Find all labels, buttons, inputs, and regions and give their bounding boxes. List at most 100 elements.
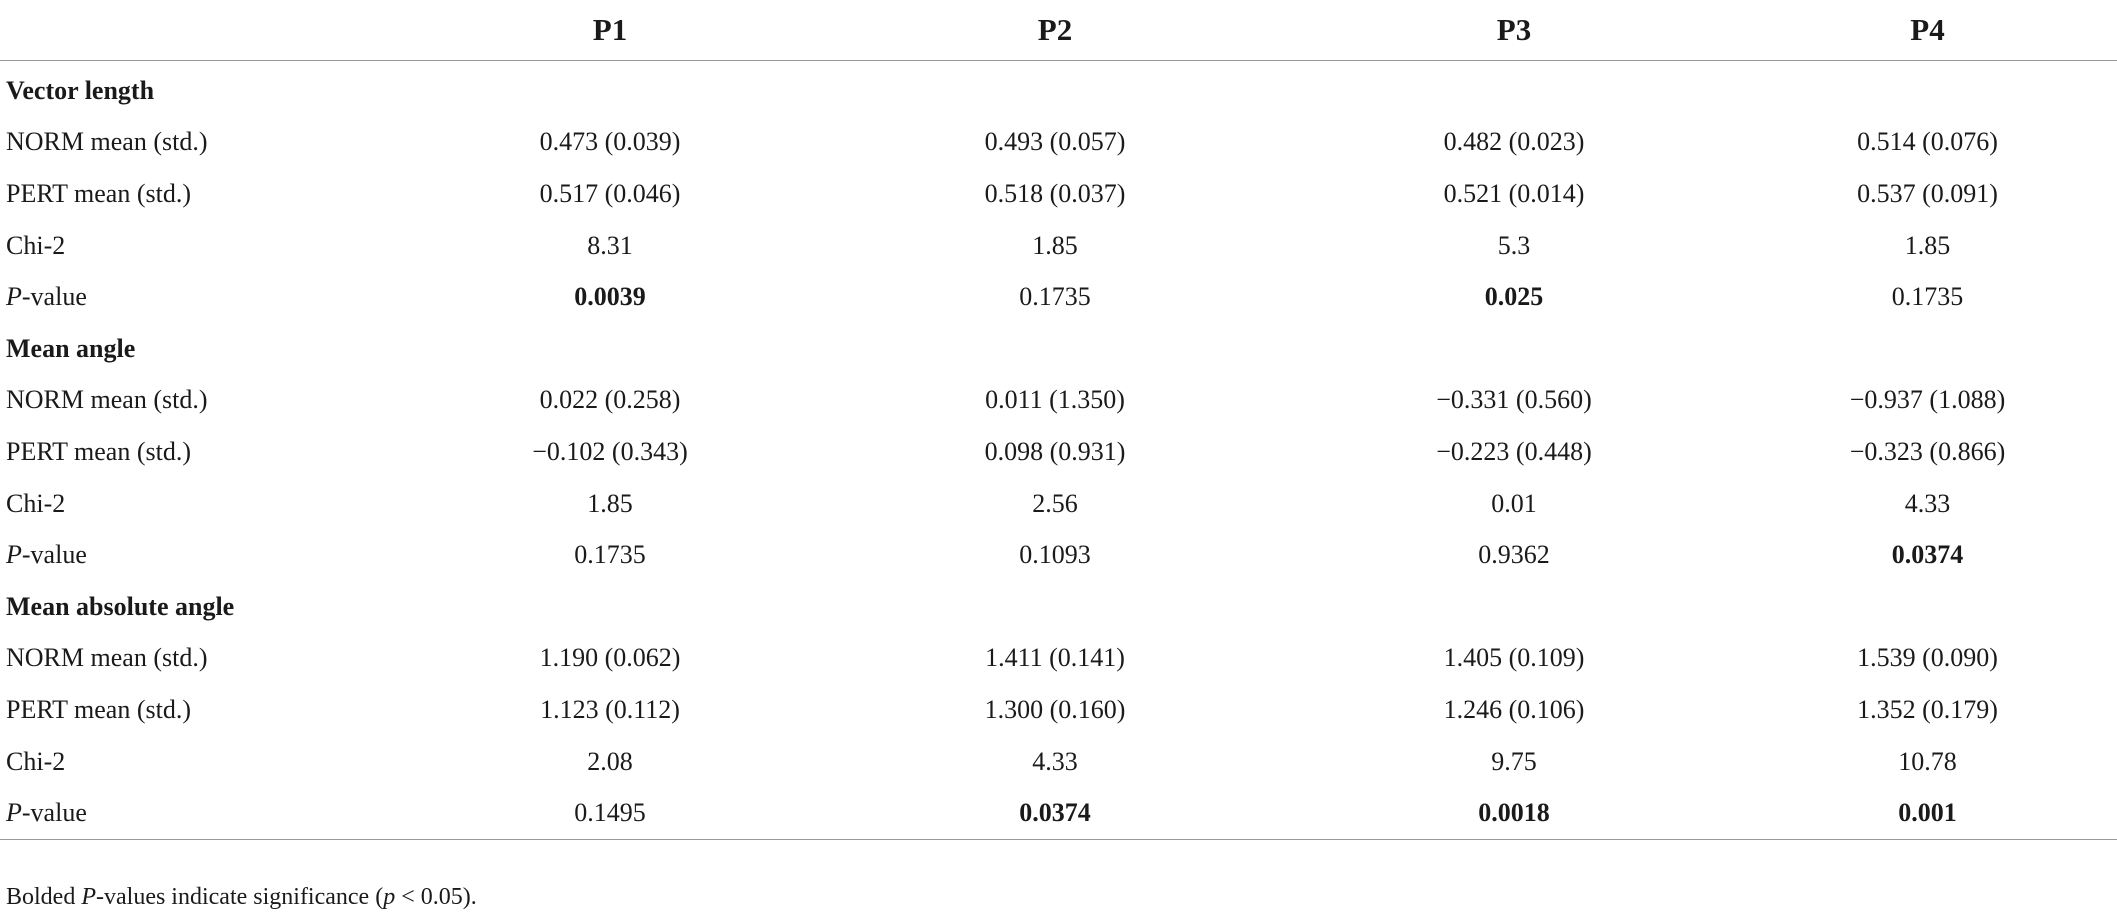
data-cell-p4: 0.537 (0.091) <box>1857 178 1998 208</box>
header-row: P1 P2 P3 P4 <box>0 0 2117 61</box>
data-cell-p4: 0.514 (0.076) <box>1857 127 1998 157</box>
row-label: PERT mean (std.) <box>0 426 400 478</box>
section-title: Vector length <box>6 75 155 105</box>
data-cell-p3: 1.405 (0.109) <box>1443 643 1585 673</box>
data-cell-p2: 0.098 (0.931) <box>984 436 1126 466</box>
row-label-text: PERT mean (std.) <box>6 436 191 466</box>
table-row: P-value 0.0039 0.1735 0.025 0.1735 <box>0 271 2117 323</box>
data-cell-p1: 0.1495 <box>400 787 820 841</box>
row-label-text: Chi-2 <box>6 746 66 776</box>
header-p3: P3 <box>1290 0 1738 61</box>
table-row: PERT mean (std.) −0.102 (0.343) 0.098 (0.9… <box>0 426 2117 478</box>
section-header-row: Mean angle <box>0 323 2117 375</box>
data-cell-p4: 0.0374 <box>1891 540 1964 570</box>
data-cell-p4: 1.352 (0.179) <box>1857 694 1998 724</box>
data-cell-p4: 4.33 <box>1904 488 1951 518</box>
data-cell-p3: 9.75 <box>1491 746 1537 776</box>
data-cell-p3: −0.331 (0.560) <box>1436 385 1592 415</box>
row-label: NORM mean (std.) <box>0 633 400 685</box>
data-cell-p2: 0.1093 <box>1019 540 1091 570</box>
row-label-text: -value <box>21 540 87 570</box>
data-cell-p2: 0.0374 <box>820 787 1290 841</box>
section-header-row: Vector length <box>0 61 2117 117</box>
data-cell-p4: 0.1735 <box>1891 282 1964 312</box>
table-row: PERT mean (std.) 0.517 (0.046) 0.518 (0.03… <box>0 168 2117 220</box>
section-title: Mean angle <box>6 333 136 363</box>
row-label: P-value <box>0 271 400 323</box>
row-label-italic: P <box>6 282 22 312</box>
data-cell-p1: 8.31 <box>587 230 633 260</box>
data-cell-p4: 0.001 <box>1738 787 2117 841</box>
footnote-italic-p-lower: p <box>383 884 396 910</box>
row-label: P-value <box>0 529 400 581</box>
table-row: P-value 0.1735 0.1093 0.9362 0.0374 <box>0 529 2117 581</box>
data-cell-p1: 0.022 (0.258) <box>539 385 681 415</box>
row-label: Chi-2 <box>0 478 400 530</box>
data-cell-p2: 0.011 (1.350) <box>985 385 1125 415</box>
data-cell-p3: 0.0018 <box>1290 787 1738 841</box>
row-label-italic: P <box>6 798 22 828</box>
data-cell-p2: 1.411 (0.141) <box>985 643 1125 673</box>
data-cell-p2: 0.518 (0.037) <box>984 178 1126 208</box>
row-label-text: NORM mean (std.) <box>6 127 208 157</box>
row-label: Chi-2 <box>0 220 400 272</box>
row-label: P-value <box>0 787 400 841</box>
data-cell-p3: 1.246 (0.106) <box>1443 694 1585 724</box>
data-cell-p4: −0.937 (1.088) <box>1849 385 2006 415</box>
footnote-prefix: Bolded <box>6 884 82 910</box>
table-header: P1 P2 P3 P4 <box>0 0 2117 61</box>
footnote-middle: -values indicate significance ( <box>96 884 384 910</box>
table-body: Vector length NORM mean (std.) 0.473 (0.03… <box>0 61 2117 841</box>
data-cell-p2: 1.300 (0.160) <box>984 694 1126 724</box>
data-cell-p3: −0.223 (0.448) <box>1436 436 1592 466</box>
data-cell-p1: 0.517 (0.046) <box>539 178 681 208</box>
row-label: PERT mean (std.) <box>0 684 400 736</box>
table-row: Chi-2 1.85 2.56 0.01 4.33 <box>0 478 2117 530</box>
table-footnote: Bolded P-values indicate significance (p… <box>6 884 477 911</box>
data-cell-p1: 0.0039 <box>574 282 646 312</box>
data-cell-p1: 1.85 <box>587 488 633 518</box>
data-cell-p3: 0.521 (0.014) <box>1443 178 1585 208</box>
section-title: Mean absolute angle <box>6 591 235 621</box>
data-cell-p2: 4.33 <box>1032 746 1078 776</box>
data-cell-p4: 10.78 <box>1898 746 1957 776</box>
data-cell-p2: 2.56 <box>1032 488 1078 518</box>
data-cell-p4: −0.323 (0.866) <box>1849 436 2006 466</box>
table-row: PERT mean (std.) 1.123 (0.112) 1.300 (0.16… <box>0 684 2117 736</box>
data-cell-p1: −0.102 (0.343) <box>532 436 688 466</box>
data-cell-p1: 1.123 (0.112) <box>540 694 680 724</box>
header-label-cell <box>0 0 400 61</box>
data-cell-p2: 0.493 (0.057) <box>984 127 1126 157</box>
row-label-text: Chi-2 <box>6 230 66 260</box>
row-label-text: -value <box>21 798 87 828</box>
data-cell-p4: 1.85 <box>1904 230 1951 260</box>
data-cell-p1: 1.190 (0.062) <box>539 643 681 673</box>
row-label-text: Chi-2 <box>6 488 66 518</box>
data-cell-p3: 5.3 <box>1497 230 1531 260</box>
row-label: PERT mean (std.) <box>0 168 400 220</box>
row-label: NORM mean (std.) <box>0 375 400 427</box>
row-label: Chi-2 <box>0 736 400 788</box>
results-table: P1 P2 P3 P4 Vector length NORM mean (std.… <box>0 0 2117 841</box>
row-label-text: -value <box>21 282 87 312</box>
table-row: NORM mean (std.) 0.473 (0.039) 0.493 (0.05… <box>0 117 2117 169</box>
data-cell-p1: 0.473 (0.039) <box>539 127 681 157</box>
data-cell-p3: 0.01 <box>1491 488 1537 518</box>
table-row: NORM mean (std.) 1.190 (0.062) 1.411 (0.14… <box>0 633 2117 685</box>
data-cell-p1: 2.08 <box>587 746 633 776</box>
data-cell-p3: 0.025 <box>1484 282 1544 312</box>
data-cell-p4: 1.539 (0.090) <box>1857 643 1998 673</box>
data-cell-p3: 0.482 (0.023) <box>1443 127 1585 157</box>
row-label-text: PERT mean (std.) <box>6 694 191 724</box>
table-row: NORM mean (std.) 0.022 (0.258) 0.011 (1.35… <box>0 375 2117 427</box>
data-cell-p1: 0.1735 <box>574 540 646 570</box>
row-label-text: NORM mean (std.) <box>6 385 208 415</box>
row-label: NORM mean (std.) <box>0 117 400 169</box>
row-label-italic: P <box>6 540 22 570</box>
row-label-text: NORM mean (std.) <box>6 643 208 673</box>
table-row: P-value 0.1495 0.0374 0.0018 0.001 <box>0 787 2117 841</box>
data-cell-p3: 0.9362 <box>1478 540 1550 570</box>
footnote-suffix: < 0.05). <box>395 884 477 910</box>
section-header-row: Mean absolute angle <box>0 581 2117 633</box>
